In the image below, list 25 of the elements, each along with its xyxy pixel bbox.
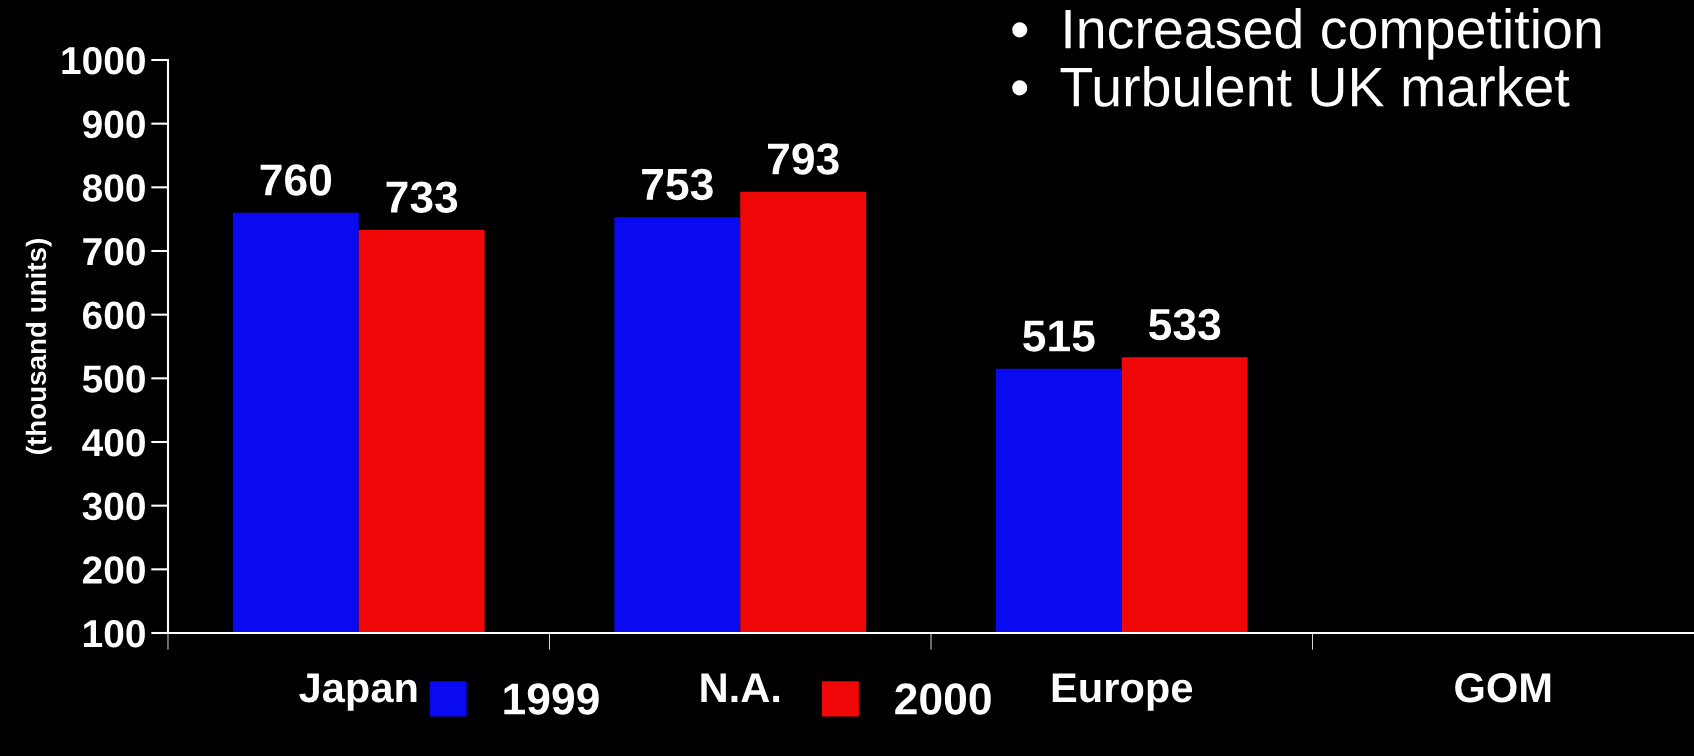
data-label: 753 [642, 168, 713, 201]
x-tick-label: Europe [1052, 673, 1193, 711]
legend-label: 2000 [895, 683, 991, 715]
text: • Increased competition [1012, 8, 1601, 60]
x-tick-label: GOM [1455, 672, 1551, 703]
data-label: 733 [386, 181, 458, 213]
y-tick-label: 800 [82, 174, 145, 202]
y-axis-title: (thousand units) [25, 239, 52, 454]
y-tick-label: 700 [83, 237, 145, 266]
x-tick-label: N.A. [701, 673, 780, 703]
y-tick-label: 900 [82, 110, 145, 139]
y-tick-label: 400 [82, 428, 145, 457]
x-tick-label: Japan [299, 673, 417, 711]
data-label: 515 [1023, 320, 1095, 352]
y-tick-label: 100 [84, 619, 145, 648]
data-label: 760 [260, 164, 332, 196]
legend-label: 1999 [504, 683, 599, 715]
data-label: 533 [1148, 308, 1221, 341]
y-tick-label: 600 [83, 301, 145, 330]
annotation: • Turbulent UK market [1012, 66, 1570, 107]
data-label: 793 [768, 143, 839, 175]
y-tick-label: 200 [82, 556, 145, 584]
y-tick-label: 500 [82, 365, 145, 393]
y-tick-label: 300 [82, 492, 145, 521]
y-tick-label: 1000 [62, 46, 145, 75]
